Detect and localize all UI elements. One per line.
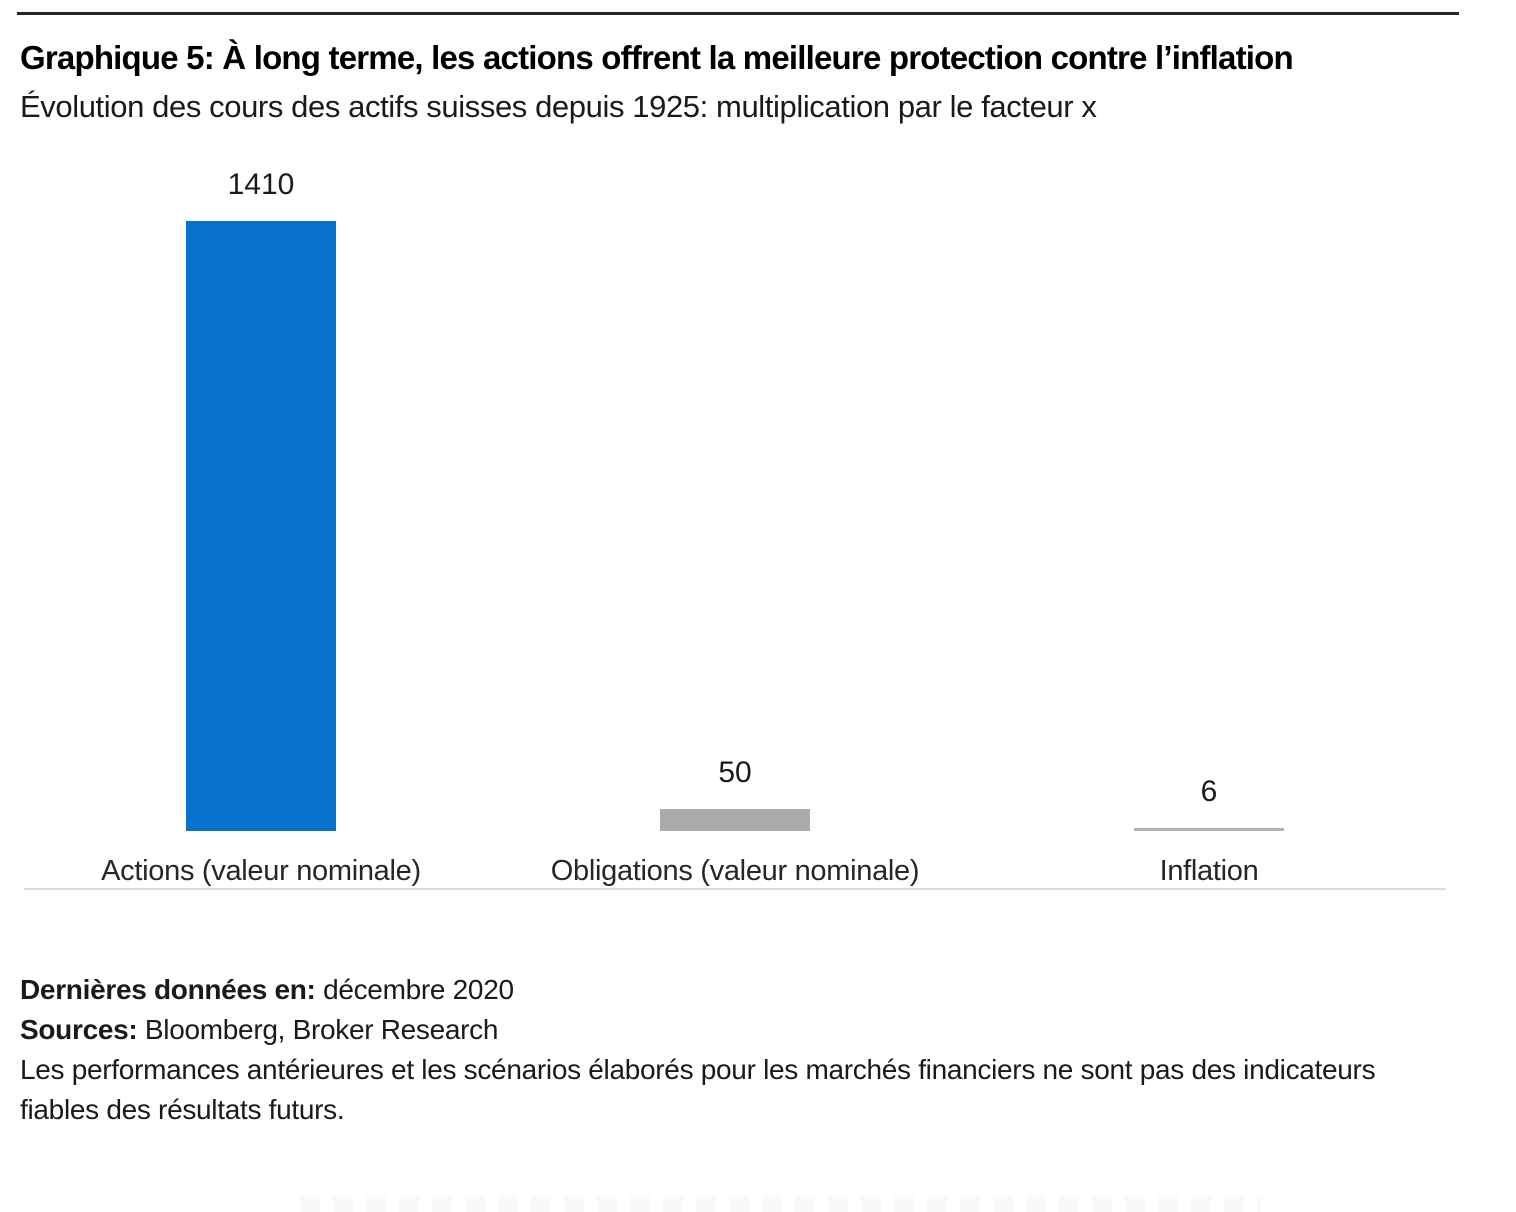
chart-plot-area: 1410 50 6 [24, 167, 1446, 890]
bar-actions [186, 221, 336, 831]
last-data-line: Dernières données en: décembre 2020 [20, 970, 1496, 1010]
chart-column: 1410 [24, 167, 498, 831]
last-data-label: Dernières données en: [20, 974, 316, 1005]
x-axis-baseline [24, 888, 1446, 890]
x-axis-category-labels: Actions (valeur nominale) Obligations (va… [24, 853, 1446, 890]
bar-value-label: 6 [1200, 775, 1218, 808]
bar-value-label: 1410 [227, 168, 295, 201]
category-label: Inflation [1159, 855, 1259, 887]
chart-column: 6 [972, 167, 1446, 831]
performance-disclaimer: Les performances antérieures et les scén… [20, 1054, 1376, 1125]
sources-label: Sources: [20, 1014, 138, 1045]
category-label: Obligations (valeur nominale) [550, 855, 920, 887]
bar-inflation [1134, 828, 1284, 831]
chart-footer: Dernières données en: décembre 2020 Sour… [20, 970, 1496, 1130]
category-label: Actions (valeur nominale) [101, 855, 421, 887]
last-data-value: décembre 2020 [323, 974, 514, 1005]
bar-value-label: 50 [718, 756, 752, 789]
document-page: Graphique 5: À long terme, les actions o… [0, 12, 1516, 1212]
bar-obligations [660, 809, 810, 831]
chart-column: 50 [498, 167, 972, 831]
top-rule-divider [17, 12, 1459, 15]
chart-title: Graphique 5: À long terme, les actions o… [20, 39, 1294, 76]
bar-chart: 1410 50 6 Actions (valeur nominale) Obligat… [24, 167, 1446, 890]
sources-line: Sources: Bloomberg, Broker Research [20, 1010, 1496, 1050]
sources-value: Bloomberg, Broker Research [144, 1014, 499, 1045]
chart-subtitle: Évolution des cours des actifs suisses d… [20, 89, 1097, 124]
cut-off-text-artifact [300, 1196, 1260, 1212]
